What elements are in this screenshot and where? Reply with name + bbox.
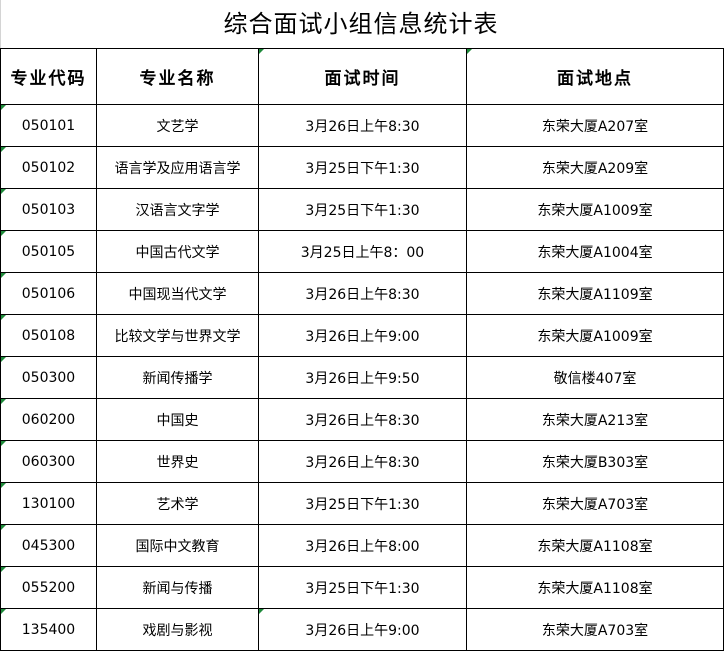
cell-location[interactable]: 东荣大厦A1009室	[466, 314, 724, 357]
cell-code[interactable]: 050101	[0, 104, 97, 147]
cell-location[interactable]: 东荣大厦A703室	[466, 608, 724, 651]
cell-location[interactable]: 东荣大厦A703室	[466, 482, 724, 525]
cell-time[interactable]: 3月25日下午1:30	[258, 482, 467, 525]
table-row: 060200 中国史 3月26日上午8:30 东荣大厦A213室	[0, 398, 724, 441]
header-location[interactable]: 面试地点	[466, 48, 724, 105]
header-code[interactable]: 专业代码	[0, 48, 97, 105]
table-row: 055200 新闻与传播 3月25日下午1:30 东荣大厦A1108室	[0, 566, 724, 609]
cell-location[interactable]: 敬信楼407室	[466, 356, 724, 399]
table-row: 050101 文艺学 3月26日上午8:30 东荣大厦A207室	[0, 104, 724, 147]
cell-code[interactable]: 050105	[0, 230, 97, 273]
header-name[interactable]: 专业名称	[96, 48, 259, 105]
cell-name[interactable]: 戏剧与影视	[96, 608, 259, 651]
cell-time[interactable]: 3月25日上午8：00	[258, 230, 467, 273]
cell-time[interactable]: 3月26日上午8:30	[258, 440, 467, 483]
cell-code[interactable]: 130100	[0, 482, 97, 525]
cell-code[interactable]: 135400	[0, 608, 97, 651]
cell-time[interactable]: 3月25日下午1:30	[258, 188, 467, 231]
cell-location[interactable]: 东荣大厦A1109室	[466, 272, 724, 315]
cell-code[interactable]: 050300	[0, 356, 97, 399]
cell-location[interactable]: 东荣大厦A209室	[466, 146, 724, 189]
cell-time[interactable]: 3月26日上午8:00	[258, 524, 467, 567]
cell-code[interactable]: 055200	[0, 566, 97, 609]
cell-name[interactable]: 中国现当代文学	[96, 272, 259, 315]
cell-location[interactable]: 东荣大厦A1004室	[466, 230, 724, 273]
cell-location[interactable]: 东荣大厦A213室	[466, 398, 724, 441]
cell-name[interactable]: 世界史	[96, 440, 259, 483]
table-row: 050300 新闻传播学 3月26日上午9:50 敬信楼407室	[0, 356, 724, 399]
cell-name[interactable]: 语言学及应用语言学	[96, 146, 259, 189]
cell-time[interactable]: 3月26日上午9:00	[258, 608, 467, 651]
cell-name[interactable]: 国际中文教育	[96, 524, 259, 567]
cell-code[interactable]: 050102	[0, 146, 97, 189]
table-row: 045300 国际中文教育 3月26日上午8:00 东荣大厦A1108室	[0, 524, 724, 567]
header-row: 专业代码 专业名称 面试时间 面试地点	[0, 48, 724, 105]
table-row: 050103 汉语言文字学 3月25日下午1:30 东荣大厦A1009室	[0, 188, 724, 231]
cell-time[interactable]: 3月26日上午8:30	[258, 104, 467, 147]
cell-name[interactable]: 新闻传播学	[96, 356, 259, 399]
cell-location[interactable]: 东荣大厦A1108室	[466, 524, 724, 567]
cell-name[interactable]: 新闻与传播	[96, 566, 259, 609]
cell-time[interactable]: 3月26日上午9:00	[258, 314, 467, 357]
cell-code[interactable]: 050108	[0, 314, 97, 357]
cell-code[interactable]: 045300	[0, 524, 97, 567]
cell-location[interactable]: 东荣大厦A1009室	[466, 188, 724, 231]
cell-name[interactable]: 艺术学	[96, 482, 259, 525]
table-row: 130100 艺术学 3月25日下午1:30 东荣大厦A703室	[0, 482, 724, 525]
table-row: 050108 比较文学与世界文学 3月26日上午9:00 东荣大厦A1009室	[0, 314, 724, 357]
cell-location[interactable]: 东荣大厦A207室	[466, 104, 724, 147]
cell-code[interactable]: 060200	[0, 398, 97, 441]
cell-code[interactable]: 050103	[0, 188, 97, 231]
gridline	[0, 0, 1, 48]
cell-time[interactable]: 3月26日上午9:50	[258, 356, 467, 399]
interview-table: 专业代码 专业名称 面试时间 面试地点 050101 文艺学 3月26日上午8:30…	[0, 48, 724, 651]
cell-name[interactable]: 文艺学	[96, 104, 259, 147]
cell-code[interactable]: 060300	[0, 440, 97, 483]
table-row: 135400 戏剧与影视 3月26日上午9:00 东荣大厦A703室	[0, 608, 724, 651]
cell-time[interactable]: 3月26日上午8:30	[258, 398, 467, 441]
cell-time[interactable]: 3月25日下午1:30	[258, 566, 467, 609]
table-row: 050106 中国现当代文学 3月26日上午8:30 东荣大厦A1109室	[0, 272, 724, 315]
cell-time[interactable]: 3月26日上午8:30	[258, 272, 467, 315]
sheet-title[interactable]: 综合面试小组信息统计表	[223, 10, 499, 38]
table-row: 060300 世界史 3月26日上午8:30 东荣大厦B303室	[0, 440, 724, 483]
cell-name[interactable]: 比较文学与世界文学	[96, 314, 259, 357]
table-row: 050105 中国古代文学 3月25日上午8：00 东荣大厦A1004室	[0, 230, 724, 273]
cell-location[interactable]: 东荣大厦A1108室	[466, 566, 724, 609]
cell-location[interactable]: 东荣大厦B303室	[466, 440, 724, 483]
cell-time[interactable]: 3月25日下午1:30	[258, 146, 467, 189]
cell-name[interactable]: 汉语言文字学	[96, 188, 259, 231]
cell-name[interactable]: 中国古代文学	[96, 230, 259, 273]
table-row: 050102 语言学及应用语言学 3月25日下午1:30 东荣大厦A209室	[0, 146, 724, 189]
header-time[interactable]: 面试时间	[258, 48, 467, 105]
cell-code[interactable]: 050106	[0, 272, 97, 315]
cell-name[interactable]: 中国史	[96, 398, 259, 441]
